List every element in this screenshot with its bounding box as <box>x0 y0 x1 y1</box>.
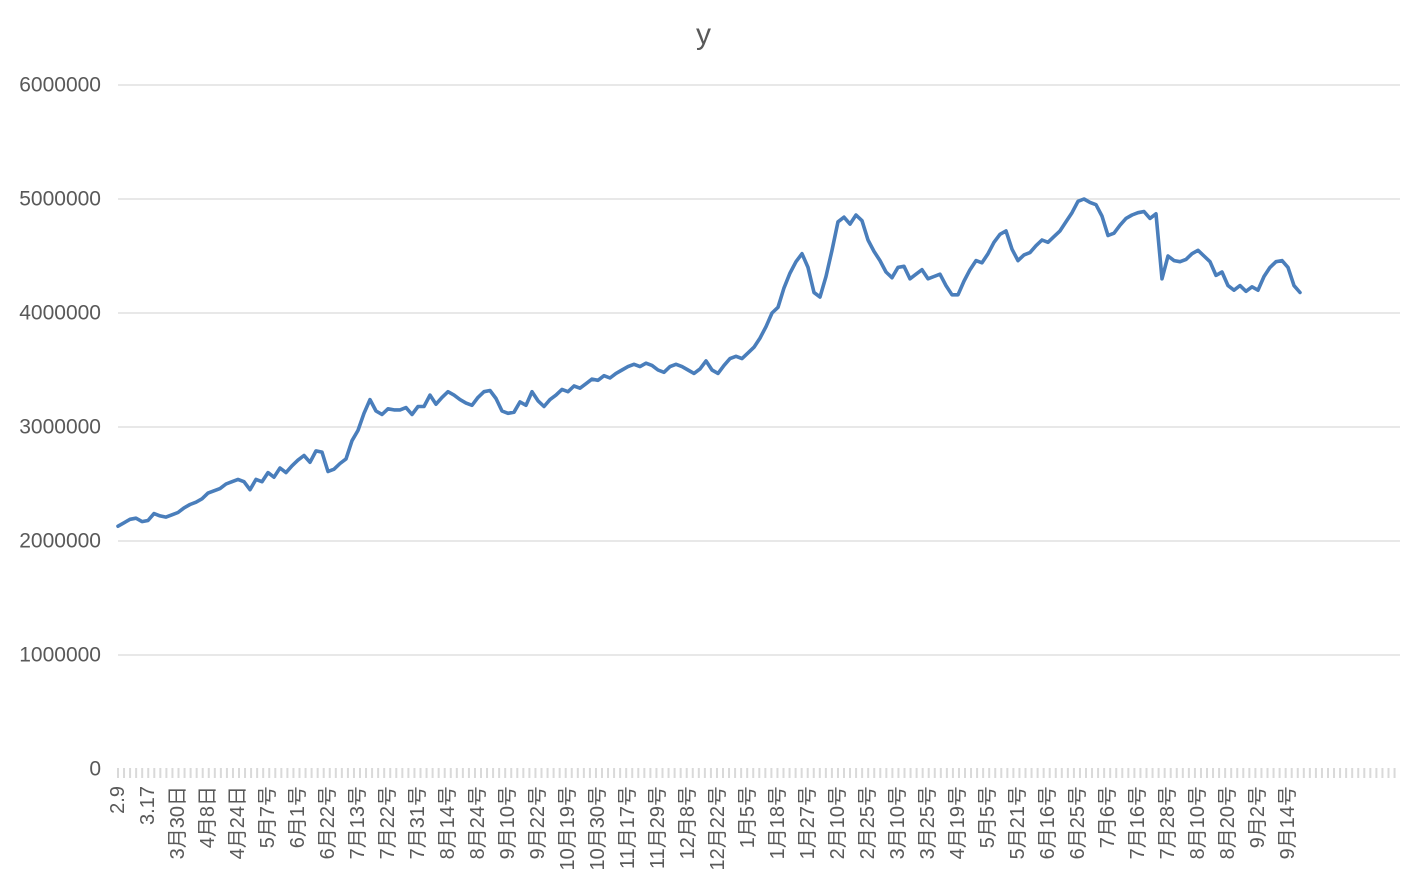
chart-title: y <box>696 18 711 51</box>
x-axis-label: 7月28号 <box>1157 786 1179 859</box>
x-axis-label: 9月2号 <box>1247 786 1269 848</box>
x-axis-label: 11月17号 <box>617 786 639 869</box>
x-axis-label: 6月22号 <box>317 786 339 859</box>
x-axis-label: 5月5号 <box>977 786 999 848</box>
x-axis-label: 1月27号 <box>797 786 819 859</box>
x-axis-label: 2.9 <box>107 786 129 814</box>
x-axis-label: 7月31号 <box>407 786 429 859</box>
x-axis-label: 4月24日 <box>227 786 249 859</box>
y-axis-label: 6000000 <box>19 74 101 97</box>
series-line <box>116 197 1302 529</box>
x-axis-label: 6月1号 <box>287 786 309 848</box>
x-axis-label: 4月19号 <box>947 786 969 859</box>
x-axis-label: 1月5号 <box>737 786 759 848</box>
x-axis-label: 5月21号 <box>1007 786 1029 859</box>
y-axis-label: 5000000 <box>19 188 101 211</box>
y-axis-label: 4000000 <box>19 302 101 325</box>
x-axis-label: 12月22号 <box>707 786 729 871</box>
x-axis-label: 2月10号 <box>827 786 849 859</box>
x-axis-label: 8月10号 <box>1187 786 1209 859</box>
x-axis-label: 7月6号 <box>1097 786 1119 848</box>
x-axis-label: 2月25号 <box>857 786 879 859</box>
x-axis-label: 3.17 <box>137 786 159 825</box>
x-axis-label: 10月30号 <box>587 786 609 871</box>
y-axis-label: 0 <box>89 758 101 781</box>
x-axis-label: 10月19号 <box>557 786 579 871</box>
x-axis-label: 5月7号 <box>257 786 279 848</box>
x-axis-label: 11月29号 <box>647 786 669 869</box>
y-axis-label: 1000000 <box>19 644 101 667</box>
x-axis-label: 7月13号 <box>347 786 369 859</box>
x-axis-label: 3月25号 <box>917 786 939 859</box>
x-axis-label: 4月8日 <box>197 786 219 848</box>
x-axis-label: 6月16号 <box>1037 786 1059 859</box>
x-axis-label: 9月14号 <box>1277 786 1299 859</box>
y-axis-label: 2000000 <box>19 530 101 553</box>
x-axis-label: 8月20号 <box>1217 786 1239 859</box>
x-axis-label: 3月10号 <box>887 786 909 859</box>
x-axis-label: 9月10号 <box>497 786 519 859</box>
x-axis-label: 1月18号 <box>767 786 789 859</box>
x-axis-label: 7月22号 <box>377 786 399 859</box>
x-axis-label: 8月14号 <box>437 786 459 859</box>
x-axis-label: 6月25号 <box>1067 786 1089 859</box>
x-axis-label: 12月8号 <box>677 786 699 859</box>
x-axis-label: 7月16号 <box>1127 786 1149 859</box>
y-axis-label: 3000000 <box>19 416 101 439</box>
x-axis-label: 3月30日 <box>167 786 189 859</box>
x-axis-label: 9月22号 <box>527 786 549 859</box>
x-axis-label: 8月24号 <box>467 786 489 859</box>
